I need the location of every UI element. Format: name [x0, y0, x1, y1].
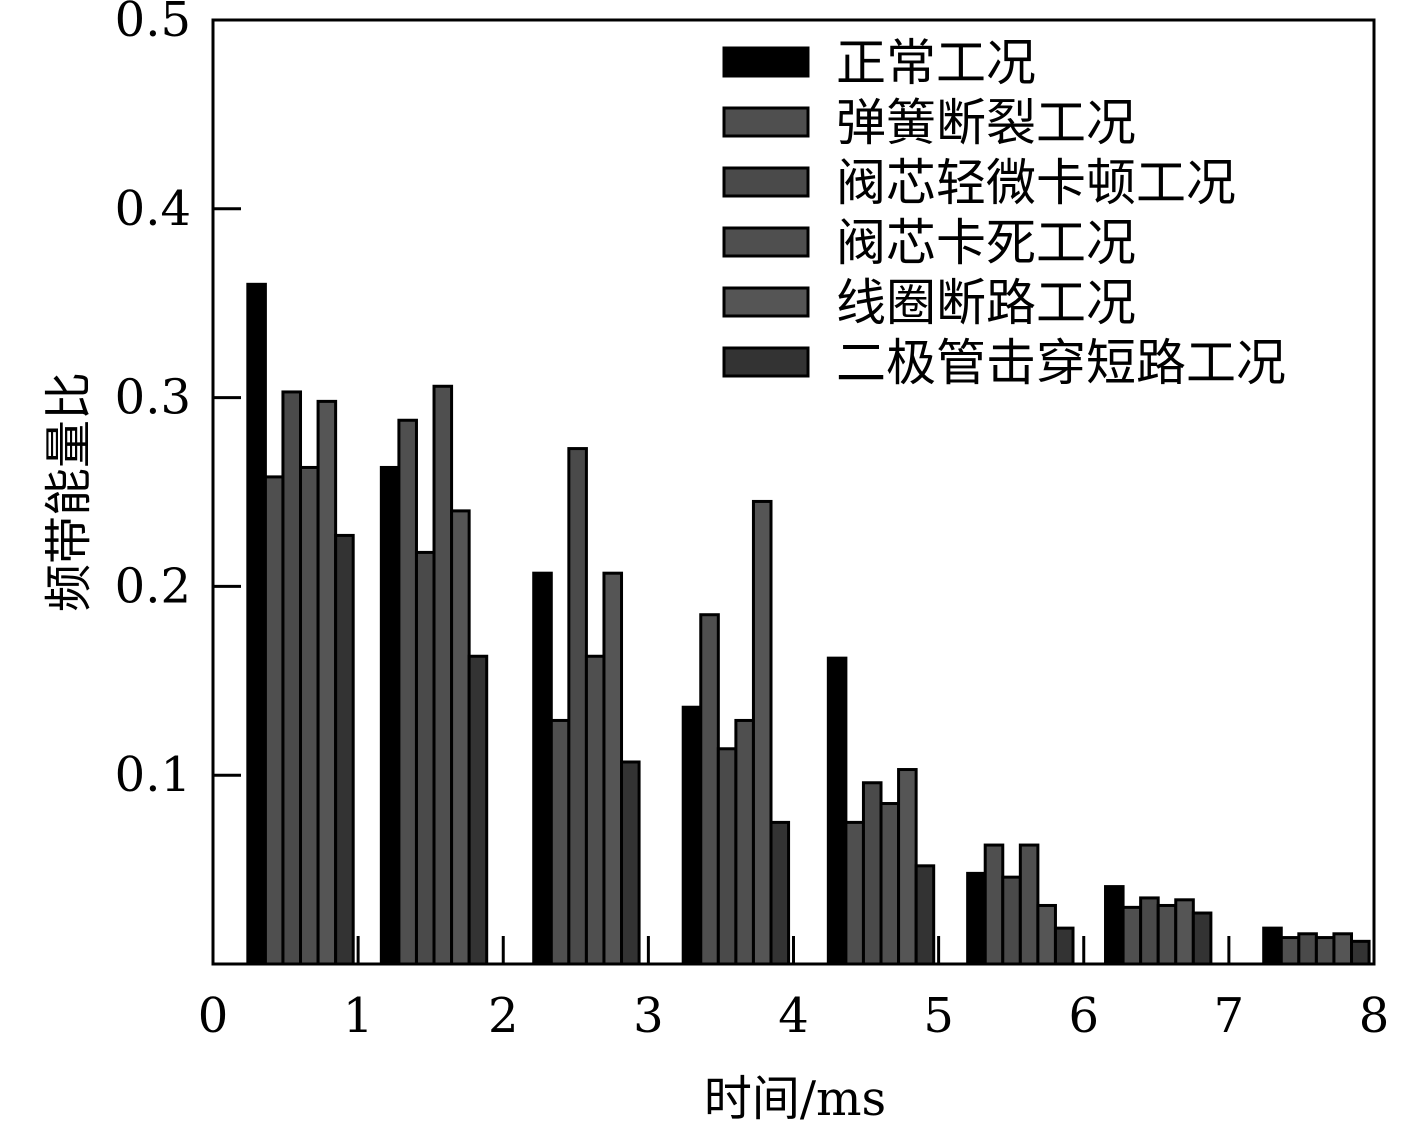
legend-label: 二极管击穿短路工况: [836, 334, 1286, 392]
bar: [450, 509, 471, 966]
bar: [334, 533, 355, 966]
legend-swatch: [722, 286, 810, 318]
bar: [826, 656, 848, 966]
bar: [299, 465, 320, 966]
legend-swatch: [722, 346, 810, 378]
legend-swatch: [722, 226, 810, 258]
x-tick-label: 7: [1214, 988, 1245, 1044]
bar: [1297, 932, 1318, 966]
bar: [414, 550, 436, 966]
bar: [1191, 911, 1213, 966]
bar: [1121, 905, 1143, 966]
x-tick-label: 5: [923, 988, 954, 1044]
bar: [1279, 936, 1301, 966]
x-tick-label: 6: [1068, 988, 1099, 1044]
bar: [1156, 903, 1178, 966]
bar: [914, 864, 936, 966]
bar: [1332, 932, 1354, 966]
y-tick-label: 0.1: [115, 747, 191, 803]
bar: [1018, 843, 1040, 966]
bar: [897, 768, 918, 966]
legend-swatch: [722, 46, 810, 78]
bar: [432, 384, 454, 966]
bar: [699, 613, 720, 966]
bar: [602, 571, 624, 966]
y-tick-label: 0.5: [115, 0, 191, 48]
x-tick-label: 3: [633, 988, 664, 1044]
legend-swatch: [722, 106, 810, 138]
x-tick-label: 4: [778, 988, 809, 1044]
bar: [844, 820, 865, 966]
bar: [751, 499, 773, 966]
bar: [584, 654, 606, 966]
bar: [681, 705, 703, 966]
bar: [1350, 939, 1371, 966]
legend-label: 线圈断路工况: [836, 274, 1136, 332]
y-tick-label: 0.3: [115, 370, 191, 426]
bar: [716, 747, 738, 966]
x-tick-label: 8: [1359, 988, 1390, 1044]
bar: [620, 760, 641, 966]
x-tick-label: 2: [488, 988, 519, 1044]
bar: [983, 843, 1005, 966]
bar: [1314, 936, 1336, 966]
bar: [1053, 926, 1075, 966]
bar: [1139, 896, 1160, 966]
axis-ticks: 0.1 0.2 0.3 0.4 0.5 0 1 2 3 4 5 6 7 8: [115, 0, 1390, 1044]
bar: [379, 465, 401, 966]
bar: [1036, 903, 1057, 966]
bar: [246, 282, 267, 966]
legend-label: 阀芯卡死工况: [836, 214, 1136, 272]
y-tick-label: 0.2: [115, 558, 191, 614]
bar: [281, 390, 303, 966]
bar: [549, 718, 571, 966]
bar: [1001, 875, 1022, 966]
y-axis-title: 频带能量比: [41, 372, 97, 612]
legend-label: 正常工况: [836, 34, 1036, 92]
x-tick-label: 1: [343, 988, 374, 1044]
y-tick-label: 0.4: [115, 181, 191, 237]
x-axis-title: 时间/ms: [704, 1071, 886, 1127]
bar: [316, 399, 338, 966]
bar: [532, 571, 553, 966]
bar: [263, 475, 285, 966]
bar: [1174, 898, 1195, 966]
bar: [769, 820, 791, 966]
x-tick-label: 0: [198, 988, 229, 1044]
legend-swatch: [722, 166, 810, 198]
bar: [567, 447, 588, 966]
bar: [734, 718, 755, 966]
bar: [397, 418, 418, 966]
bar: [467, 654, 489, 966]
bar: [879, 802, 901, 966]
bar: [1104, 885, 1125, 966]
bar: [966, 871, 987, 966]
bar: [1262, 926, 1283, 966]
legend-label: 阀芯轻微卡顿工况: [836, 154, 1236, 212]
bar: [861, 781, 883, 966]
legend-label: 弹簧断裂工况: [836, 94, 1136, 152]
